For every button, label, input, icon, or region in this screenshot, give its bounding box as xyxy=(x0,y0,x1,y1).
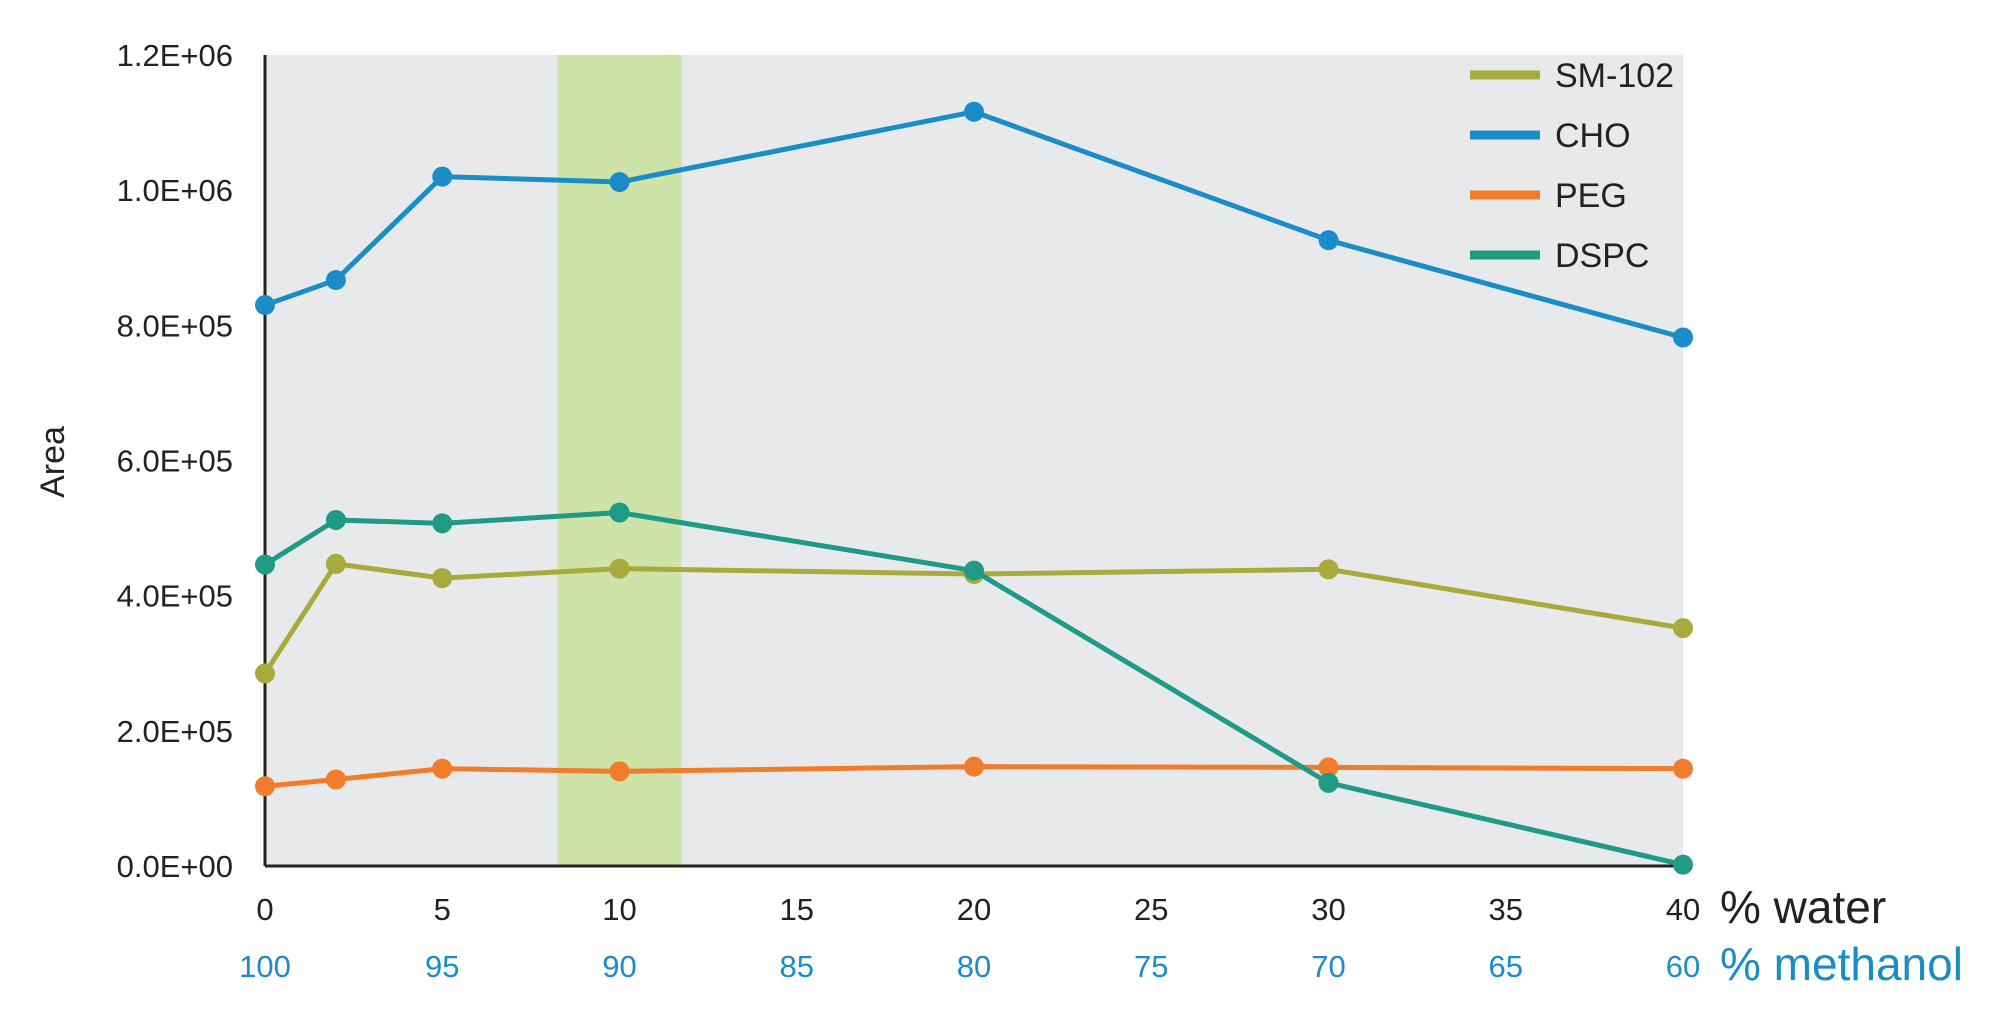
x-tick-label: 15 xyxy=(780,892,814,927)
data-point-sm-102 xyxy=(609,558,630,579)
y-tick-label: 1.0E+06 xyxy=(117,173,233,208)
legend-label-dspc: DSPC xyxy=(1555,237,1649,275)
legend: SM-102 CHO PEG DSPC xyxy=(1470,57,1674,275)
x-tick-label: 0 xyxy=(256,892,273,927)
data-point-cho xyxy=(255,295,275,316)
legend-label-sm-102: SM-102 xyxy=(1555,57,1674,95)
y-tick-label: 8.0E+05 xyxy=(117,308,233,343)
x-axis-unit-water: % water xyxy=(1720,881,1886,933)
data-point-peg xyxy=(964,756,984,777)
data-point-peg xyxy=(432,758,453,779)
x-tick-label-methanol: 70 xyxy=(1311,949,1345,984)
x-tick-label-methanol: 65 xyxy=(1489,949,1523,984)
data-point-cho xyxy=(1318,230,1339,251)
data-point-sm-102 xyxy=(1318,559,1339,580)
x-tick-label: 20 xyxy=(957,892,991,927)
data-point-dspc xyxy=(964,560,984,581)
y-tick-label: 6.0E+05 xyxy=(117,444,233,479)
x-tick-label-methanol: 80 xyxy=(957,949,991,984)
legend-label-cho: CHO xyxy=(1555,117,1631,155)
x-tick-label: 5 xyxy=(434,892,451,927)
data-point-dspc xyxy=(1318,772,1339,793)
data-point-sm-102 xyxy=(432,568,453,589)
data-point-cho xyxy=(1673,327,1693,348)
x-tick-label: 10 xyxy=(602,892,636,927)
data-point-peg xyxy=(1673,758,1693,779)
x-tick-label: 35 xyxy=(1489,892,1523,927)
data-point-peg xyxy=(609,761,630,782)
y-tick-label: 1.2E+06 xyxy=(117,38,233,73)
x-tick-label-methanol: 100 xyxy=(239,949,291,984)
data-point-sm-102 xyxy=(1673,618,1693,639)
data-point-sm-102 xyxy=(325,553,346,574)
data-point-dspc xyxy=(609,502,630,523)
data-point-dspc xyxy=(255,554,275,575)
y-tick-label: 0.0E+00 xyxy=(117,849,233,884)
data-point-dspc xyxy=(432,513,453,534)
x-tick-label-methanol: 75 xyxy=(1134,949,1168,984)
x-tick-label-methanol: 90 xyxy=(602,949,636,984)
y-axis-title: Area xyxy=(34,426,72,498)
data-point-cho xyxy=(432,166,453,187)
data-point-dspc xyxy=(1673,854,1693,875)
data-point-dspc xyxy=(325,509,346,530)
x-tick-label-methanol: 60 xyxy=(1666,949,1700,984)
x-axis-ticks: 0 5 10 15 20 25 30 35 40 xyxy=(256,892,1700,927)
plot-background xyxy=(265,55,1683,866)
y-tick-label: 2.0E+05 xyxy=(117,714,233,749)
data-point-peg xyxy=(325,769,346,790)
x-tick-label: 30 xyxy=(1311,892,1345,927)
x-tick-label-methanol: 95 xyxy=(425,949,459,984)
data-point-sm-102 xyxy=(255,663,275,684)
data-point-cho xyxy=(964,101,984,122)
y-tick-label: 4.0E+05 xyxy=(117,579,233,614)
data-point-peg xyxy=(255,776,275,797)
x-axis-unit-methanol: % methanol xyxy=(1720,938,1963,990)
x-tick-label: 25 xyxy=(1134,892,1168,927)
secondary-x-axis-ticks: 100 95 90 85 80 75 70 65 60 xyxy=(239,949,1700,984)
data-point-peg xyxy=(1318,757,1339,778)
x-tick-label-methanol: 85 xyxy=(780,949,814,984)
series-group xyxy=(255,101,1693,875)
x-tick-label: 40 xyxy=(1666,892,1700,927)
legend-label-peg: PEG xyxy=(1555,177,1627,215)
data-point-cho xyxy=(325,270,346,291)
y-axis-ticks: 0.0E+00 2.0E+05 4.0E+05 6.0E+05 8.0E+05 1.0E+… xyxy=(117,38,233,884)
data-point-cho xyxy=(609,172,630,193)
